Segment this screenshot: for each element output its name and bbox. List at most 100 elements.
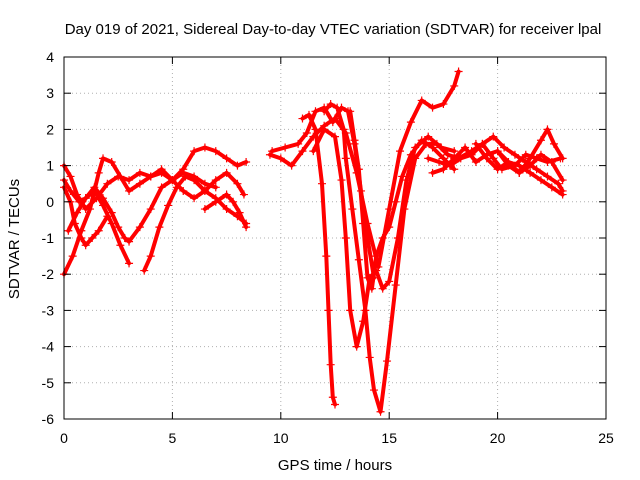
data-point — [461, 143, 470, 152]
data-point — [554, 179, 563, 188]
data-point — [493, 165, 502, 174]
y-tick-label: 3 — [46, 85, 54, 101]
data-point — [363, 234, 372, 242]
data-point — [298, 147, 307, 156]
data-point — [81, 194, 90, 203]
data-point — [352, 342, 361, 351]
data-point — [287, 161, 296, 170]
data-point — [233, 179, 242, 188]
series-arc — [142, 174, 249, 273]
data-point — [547, 183, 556, 192]
data-point — [211, 183, 220, 192]
data-point — [435, 157, 444, 166]
y-tick-label: 0 — [46, 194, 54, 210]
data-point — [281, 143, 290, 152]
data-point — [135, 168, 144, 177]
data-point — [242, 157, 251, 166]
data-point — [543, 125, 552, 134]
data-point — [341, 154, 350, 163]
data-point — [164, 201, 173, 210]
data-point — [120, 234, 129, 242]
data-point — [276, 154, 285, 163]
data-point — [339, 125, 348, 134]
data-point — [239, 190, 248, 199]
data-point — [157, 168, 166, 177]
data-point — [450, 154, 459, 163]
data-point — [428, 168, 437, 177]
data-point — [157, 183, 166, 192]
data-point — [73, 208, 82, 217]
data-point — [385, 223, 394, 232]
data-point — [125, 237, 134, 246]
data-point — [378, 284, 387, 293]
data-point — [235, 208, 244, 217]
data-point — [172, 183, 181, 192]
data-point — [200, 205, 209, 214]
data-point — [200, 143, 209, 152]
data-point — [547, 157, 556, 166]
data-point — [536, 150, 545, 159]
data-point — [146, 252, 155, 261]
data-point — [536, 136, 545, 145]
data-point — [77, 234, 86, 242]
data-point — [99, 194, 108, 203]
data-point — [337, 103, 346, 112]
x-tick-label: 0 — [60, 430, 68, 446]
data-point — [500, 143, 509, 152]
data-point — [398, 172, 407, 181]
data-point — [376, 407, 385, 416]
data-point — [406, 118, 415, 127]
data-point — [454, 67, 463, 76]
data-point — [354, 255, 363, 264]
data-point — [526, 154, 535, 163]
y-tick-label: -6 — [42, 411, 55, 427]
data-point — [326, 360, 335, 369]
data-point — [146, 205, 155, 214]
y-tick-label: -3 — [42, 302, 55, 318]
series-arc — [426, 134, 565, 193]
data-point — [370, 273, 379, 282]
data-point — [450, 165, 459, 174]
data-point — [298, 114, 307, 123]
x-axis-title: GPS time / hours — [278, 457, 392, 474]
data-point — [125, 186, 134, 195]
data-point — [294, 139, 303, 148]
data-point — [94, 226, 103, 235]
data-point — [558, 190, 567, 199]
data-point — [526, 161, 535, 170]
data-point — [94, 168, 103, 177]
data-point — [200, 186, 209, 195]
data-point — [211, 147, 220, 156]
x-tick-label: 20 — [490, 430, 506, 446]
data-point — [396, 147, 405, 156]
data-point — [331, 400, 339, 409]
data-point — [489, 132, 498, 141]
data-point — [103, 179, 112, 188]
data-point — [107, 157, 116, 166]
data-point — [320, 103, 329, 112]
grid — [63, 56, 607, 420]
y-tick-label: -5 — [42, 375, 55, 391]
data-point — [346, 306, 355, 315]
data-point — [515, 168, 524, 177]
data-point — [428, 103, 437, 112]
data-point — [493, 147, 502, 156]
data-point — [222, 154, 231, 163]
data-point — [326, 100, 335, 109]
data-point — [320, 125, 329, 134]
data-point — [311, 107, 320, 116]
data-point — [116, 241, 125, 250]
data-point — [359, 317, 368, 326]
data-point — [471, 139, 480, 148]
data-point — [229, 197, 238, 206]
data-point — [168, 176, 177, 185]
data-point — [86, 205, 95, 214]
data-point — [66, 186, 75, 195]
data-point — [211, 197, 220, 206]
data-point — [328, 118, 337, 127]
data-point — [402, 176, 411, 185]
data-point — [450, 81, 459, 90]
data-point — [116, 172, 125, 181]
data-point — [391, 281, 400, 290]
